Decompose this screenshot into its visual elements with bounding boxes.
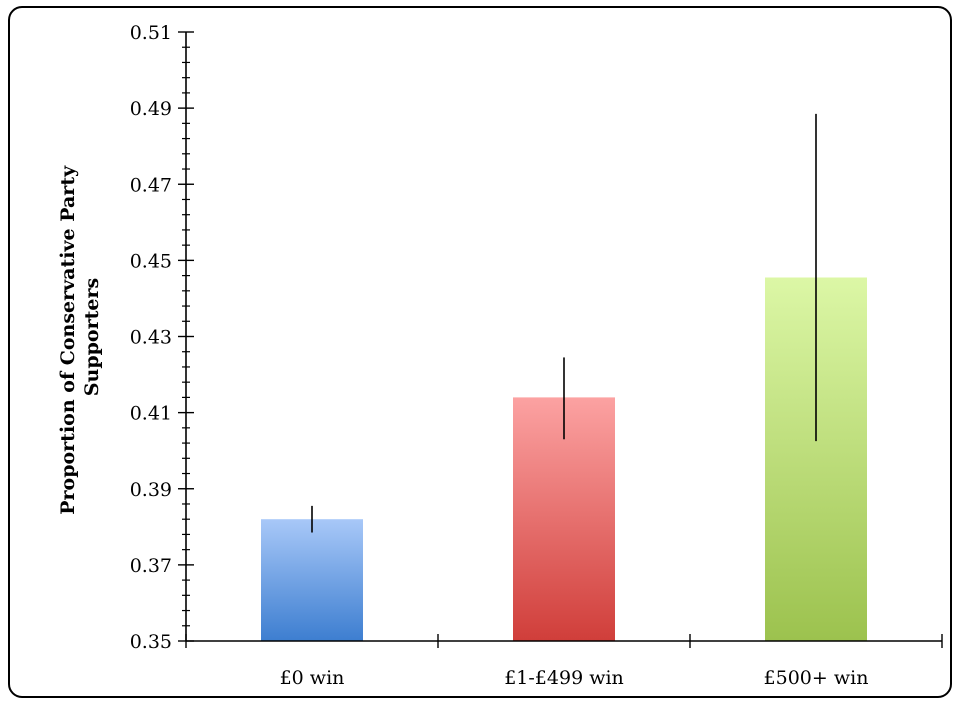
y-axis-title-line-2: Supporters: [81, 278, 103, 396]
x-tick-label-2: £1-£499 win: [504, 667, 624, 689]
y-tick-label-6: 0.47: [130, 174, 172, 196]
y-tick-label-4: 0.43: [130, 327, 172, 349]
labels-layer: £0 win £1-£499 win £500+ win 0.35 0.37 0.39 0.…: [130, 22, 869, 689]
x-tick-label-3: £500+ win: [764, 667, 869, 689]
y-axis-title-line-1: Proportion of Conservative Party: [57, 165, 79, 515]
ticks-layer: [178, 31, 943, 648]
bar-1: [261, 519, 363, 641]
y-tick-label-5: 0.45: [130, 250, 172, 272]
y-tick-label-0: 0.35: [130, 631, 172, 653]
error-bars-layer: [311, 113, 817, 533]
bars-layer: [261, 277, 867, 641]
x-tick-label-1: £0 win: [280, 667, 345, 689]
y-tick-label-3: 0.41: [130, 403, 172, 425]
y-axis-title: Proportion of Conservative Party Support…: [57, 159, 103, 515]
y-tick-label-1: 0.37: [130, 555, 172, 577]
y-tick-label-2: 0.39: [130, 479, 172, 501]
y-tick-label-8: 0.51: [130, 22, 172, 44]
y-tick-label-7: 0.49: [130, 98, 172, 120]
